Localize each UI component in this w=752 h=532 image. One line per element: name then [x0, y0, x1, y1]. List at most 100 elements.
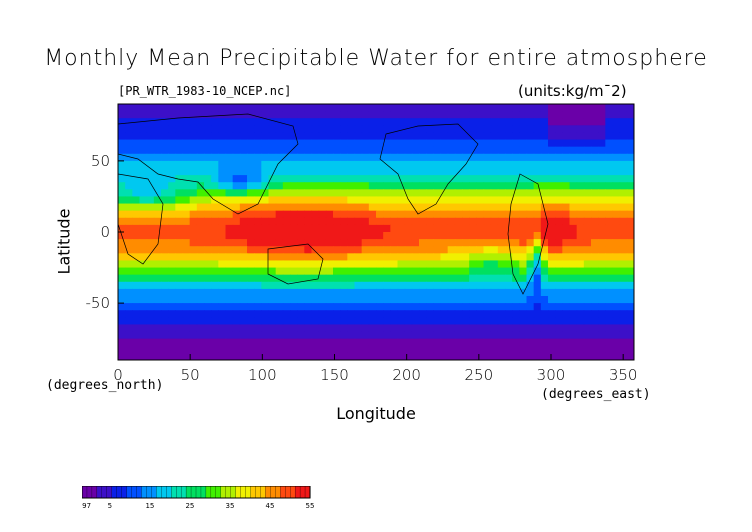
- colorbar-tick-label: -1.97: [82, 502, 91, 510]
- heatmap-cell: [211, 345, 219, 354]
- heatmap-cell: [383, 196, 391, 205]
- heatmap-cell: [497, 288, 506, 297]
- heatmap-cell: [153, 331, 162, 340]
- heatmap-cell: [519, 111, 528, 119]
- heatmap-cell: [368, 288, 377, 297]
- heatmap-cell: [340, 217, 348, 226]
- heatmap-cell: [569, 281, 578, 290]
- heatmap-cell: [254, 168, 262, 176]
- heatmap-cell: [297, 182, 305, 190]
- colorbar-swatch: [255, 486, 261, 499]
- heatmap-cell: [347, 232, 356, 240]
- heatmap-cell: [512, 210, 520, 219]
- heatmap-cell: [340, 246, 348, 254]
- heatmap-cell: [196, 331, 205, 340]
- heatmap-cell: [454, 217, 463, 226]
- heatmap-cell: [462, 111, 470, 119]
- heatmap-cell: [505, 118, 513, 126]
- heatmap-cell: [239, 338, 248, 347]
- heatmap-cell: [239, 260, 248, 269]
- heatmap-cell: [576, 317, 585, 326]
- heatmap-cell: [411, 253, 420, 262]
- heatmap-cell: [247, 303, 255, 311]
- heatmap-cell: [290, 260, 298, 269]
- heatmap-cell: [619, 324, 628, 333]
- heatmap-cell: [311, 338, 320, 347]
- heatmap-cell: [440, 125, 449, 134]
- heatmap-cell: [548, 288, 556, 297]
- heatmap-cell: [318, 267, 327, 276]
- heatmap-cell: [533, 104, 542, 112]
- heatmap-cell: [333, 253, 341, 262]
- heatmap-cell: [605, 281, 614, 290]
- heatmap-cell: [447, 253, 456, 262]
- heatmap-cell: [555, 168, 563, 176]
- heatmap-cell: [268, 146, 277, 155]
- heatmap-cell: [225, 153, 234, 162]
- heatmap-cell: [469, 118, 477, 126]
- heatmap-cell: [490, 296, 499, 304]
- heatmap-cell: [497, 224, 506, 233]
- heatmap-cell: [540, 153, 549, 162]
- heatmap-cell: [483, 224, 492, 233]
- heatmap-cell: [383, 189, 391, 198]
- heatmap-cell: [548, 203, 556, 212]
- heatmap-cell: [583, 239, 592, 247]
- heatmap-cell: [505, 224, 513, 233]
- heatmap-cell: [433, 224, 442, 233]
- heatmap-cell: [562, 118, 571, 126]
- heatmap-cell: [598, 217, 606, 226]
- heatmap-cell: [376, 317, 384, 326]
- heatmap-cell: [139, 296, 148, 304]
- heatmap-cell: [304, 153, 313, 162]
- heatmap-cell: [533, 324, 542, 333]
- heatmap-cell: [390, 274, 399, 283]
- heatmap-cell: [469, 153, 477, 162]
- heatmap-cell: [318, 338, 327, 347]
- heatmap-cell: [591, 118, 599, 126]
- heatmap-cell: [626, 310, 634, 318]
- heatmap-cell: [548, 331, 556, 340]
- heatmap-cell: [397, 196, 406, 205]
- heatmap-cell: [232, 324, 241, 333]
- heatmap-cell: [454, 139, 463, 148]
- heatmap-cell: [232, 260, 241, 269]
- heatmap-cell: [619, 160, 628, 169]
- heatmap-cell: [411, 196, 420, 205]
- heatmap-cell: [368, 160, 377, 169]
- heatmap-cell: [340, 182, 348, 190]
- heatmap-cell: [161, 260, 169, 269]
- heatmap-cell: [153, 196, 162, 205]
- heatmap-cell: [447, 324, 456, 333]
- heatmap-cell: [397, 232, 406, 240]
- heatmap-cell: [569, 239, 578, 247]
- heatmap-cell: [189, 210, 198, 219]
- heatmap-cell: [598, 189, 606, 198]
- heatmap-cell: [232, 196, 241, 205]
- heatmap-cell: [125, 160, 133, 169]
- heatmap-cell: [419, 104, 427, 112]
- heatmap-cell: [318, 125, 327, 134]
- heatmap-cell: [612, 118, 621, 126]
- heatmap-cell: [204, 153, 212, 162]
- heatmap-cell: [325, 203, 334, 212]
- heatmap-cell: [512, 281, 520, 290]
- heatmap-cell: [275, 175, 284, 183]
- heatmap-cell: [626, 168, 634, 176]
- heatmap-cell: [619, 253, 628, 262]
- heatmap-cell: [354, 160, 363, 169]
- heatmap-cell: [583, 224, 592, 233]
- heatmap-cell: [397, 125, 406, 134]
- heatmap-cell: [225, 160, 234, 169]
- heatmap-cell: [490, 146, 499, 155]
- heatmap-cell: [454, 260, 463, 269]
- heatmap-cell: [247, 296, 255, 304]
- heatmap-cell: [225, 310, 234, 318]
- heatmap-cell: [426, 139, 434, 148]
- heatmap-cell: [247, 338, 255, 347]
- heatmap-cell: [454, 331, 463, 340]
- heatmap-cell: [347, 324, 356, 333]
- heatmap-cell: [526, 253, 535, 262]
- heatmap-cell: [204, 296, 212, 304]
